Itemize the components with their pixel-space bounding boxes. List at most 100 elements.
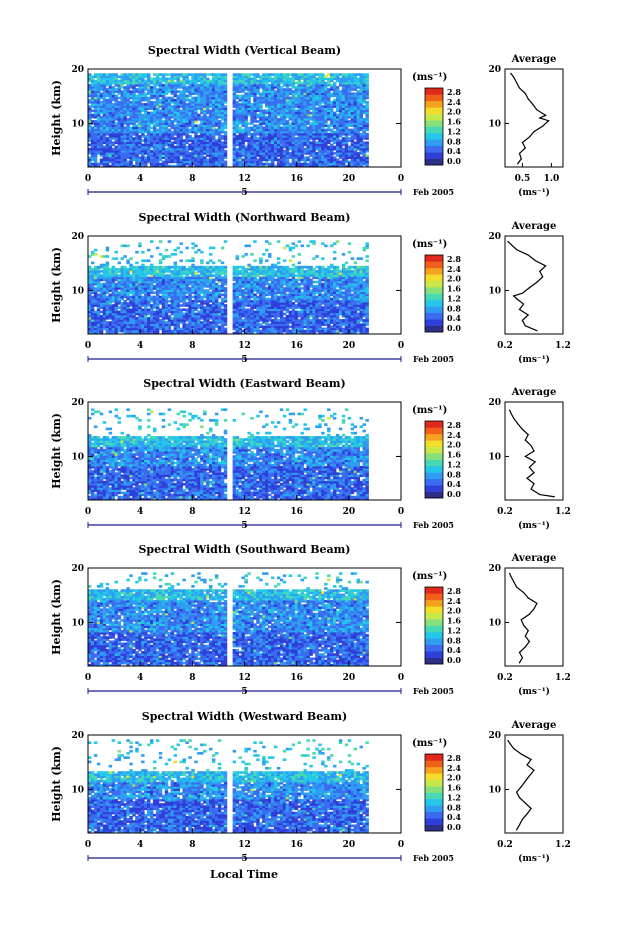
y-axis-label: Height (km) [50,80,63,156]
heatmap-cell [292,73,295,76]
heatmap-cell [253,124,256,127]
heatmap-cell [224,161,227,164]
heatmap-cell [365,154,368,157]
heatmap-cell [153,73,156,76]
heatmap-cell [209,80,212,83]
heatmap-cell [309,319,312,322]
heatmap-cell [200,73,203,76]
heatmap-cell [168,315,171,318]
colorbar-tick-label: 0.8 [447,136,461,146]
heatmap-cell [165,73,168,76]
heatmap-cell [244,146,247,149]
heatmap-cell [171,330,174,333]
heatmap-cell [103,146,106,149]
heatmap-cell [365,73,368,76]
heatmap-cell [147,73,150,76]
heatmap-cell [215,73,218,76]
heatmap-cell [236,95,239,98]
heatmap-cell [100,73,103,76]
heatmap-cell [135,88,138,91]
heatmap-cell [256,124,259,127]
heatmap-cell [239,103,242,106]
panel-title: Spectral Width (Vertical Beam) [148,44,341,57]
heatmap-cell [106,99,109,102]
heatmap-cell [256,120,259,123]
heatmap-cell [315,78,318,81]
heatmap-cell [333,146,336,149]
heatmap-cell [283,73,286,76]
heatmap-cell [188,73,191,76]
heatmap-cell [301,163,304,166]
x-tick-label: 16 [290,174,303,184]
heatmap-cell [112,73,115,76]
heatmap-cell [94,311,97,314]
heatmap-cell [188,144,191,147]
heatmap-cell [171,141,174,144]
heatmap-cell [301,82,304,85]
heatmap-cell [342,137,345,140]
average-profile-point [532,104,533,105]
average-profile-point [536,109,537,110]
heatmap-cell [262,127,265,130]
x-tick-label: 20 [343,174,356,184]
heatmap-cell [339,161,342,164]
heatmap-cell [194,313,197,316]
heatmap-cell [150,112,153,115]
colorbar-tick-label: 0.0 [447,156,461,166]
heatmap-cell [129,101,132,104]
heatmap-cell [318,73,321,76]
heatmap-cell [185,103,188,106]
heatmap-cell [206,116,209,119]
colorbar-tick-label: 2.4 [447,97,461,107]
heatmap-cell [197,73,200,76]
heatmap-cell [191,73,194,76]
heatmap-cell [135,95,138,98]
heatmap-cell [268,73,271,76]
heatmap-cell [301,73,304,76]
heatmap-cell [295,137,298,140]
heatmap-cell [336,73,339,76]
heatmap-cell [218,120,221,123]
heatmap-cell [360,156,363,159]
heatmap-cell [144,92,147,95]
heatmap-cell [94,120,97,123]
average-profile-point [513,77,514,78]
heatmap-cell [147,112,150,115]
heatmap-cell [109,321,112,324]
heatmap-cell [135,317,138,320]
heatmap-cell [253,73,256,76]
heatmap-cell [156,88,159,91]
heatmap-cell [97,163,100,166]
heatmap-cell [339,73,342,76]
heatmap-cell [354,141,357,144]
heatmap-cell [91,127,94,130]
heatmap-cell [327,146,330,149]
heatmap-cell [224,105,227,108]
heatmap-cell [159,163,162,166]
heatmap-cell [262,325,265,328]
heatmap-cell [182,73,185,76]
heatmap-cell [336,114,339,117]
heatmap-cell [265,109,268,112]
heatmap-cell [197,114,200,117]
heatmap-cell [289,78,292,81]
heatmap-cell [126,118,129,121]
heatmap-cell [339,139,342,142]
heatmap-cell [88,156,91,159]
heatmap-cell [309,141,312,144]
heatmap-cell [221,135,224,138]
heatmap-cell [188,129,191,132]
heatmap-cell [123,127,126,130]
heatmap-cell [342,319,345,322]
colorbar-swatch [425,120,443,127]
heatmap-cell [185,308,188,311]
heatmap-cell [100,311,103,314]
average-y-tick-label: 10 [488,119,501,129]
heatmap-cell [351,73,354,76]
heatmap-cell [277,118,280,121]
colorbar-swatch [425,94,443,101]
heatmap-cell [162,84,165,87]
heatmap-cell [333,131,336,134]
heatmap-cell [91,75,94,78]
